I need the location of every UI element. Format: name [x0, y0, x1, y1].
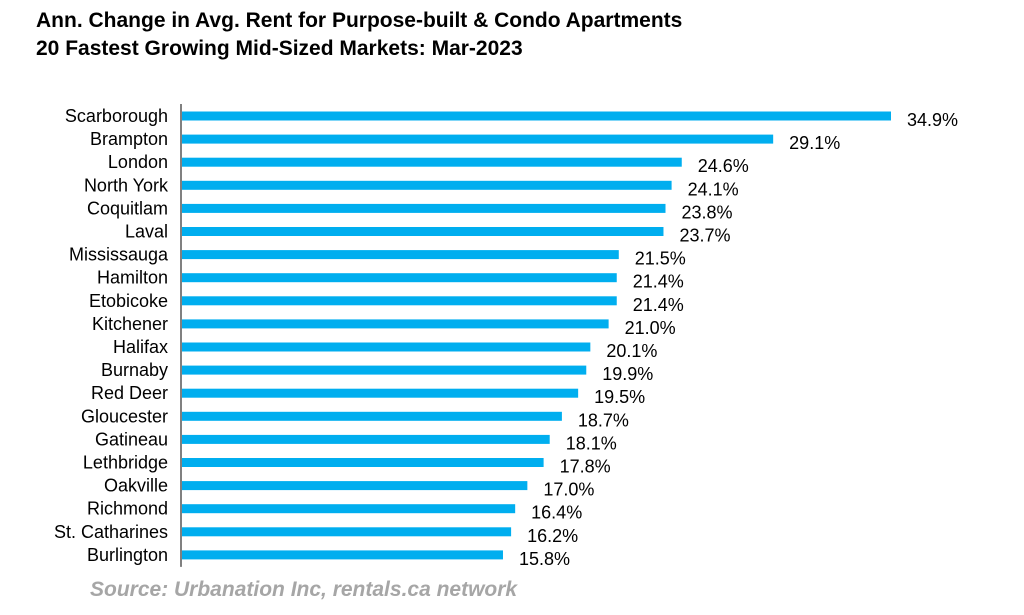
category-label: Lethbridge: [83, 453, 168, 473]
bar: [182, 203, 666, 213]
bar: [182, 342, 591, 352]
category-label: Hamilton: [97, 268, 168, 288]
data-label: 23.8%: [682, 202, 733, 222]
bar: [182, 250, 619, 260]
data-label: 21.0%: [625, 318, 676, 338]
bar: [182, 227, 664, 236]
bar: [182, 296, 617, 306]
bar: [182, 180, 672, 190]
bar: [182, 134, 774, 144]
category-label: North York: [84, 175, 169, 195]
data-label: 23.7%: [679, 226, 730, 246]
data-label: 34.9%: [907, 110, 958, 130]
bar: [182, 481, 528, 491]
bar: [182, 319, 609, 329]
category-label: Burnaby: [101, 360, 168, 380]
data-label: 19.9%: [602, 364, 653, 384]
category-label: Brampton: [90, 129, 168, 149]
category-label: Richmond: [87, 499, 168, 519]
category-label: London: [108, 152, 168, 172]
data-label: 20.1%: [606, 341, 657, 361]
chart-title: Ann. Change in Avg. Rent for Purpose-bui…: [36, 9, 683, 32]
category-label: Laval: [125, 222, 168, 242]
bar: [182, 458, 544, 467]
data-label: 21.4%: [633, 272, 684, 292]
data-label: 18.7%: [578, 410, 629, 430]
category-label: St. Catharines: [54, 522, 168, 542]
bar: [182, 388, 579, 398]
bar: [182, 111, 891, 121]
category-label: Burlington: [87, 545, 168, 565]
bar: [182, 527, 512, 537]
data-label: 24.1%: [688, 179, 739, 199]
data-label: 24.6%: [698, 156, 749, 176]
bar: [182, 157, 682, 167]
category-label: Scarborough: [65, 106, 168, 126]
data-label: 21.4%: [633, 295, 684, 315]
bar: [182, 434, 550, 444]
category-label: Mississauga: [69, 245, 169, 265]
data-label: 18.1%: [566, 433, 617, 453]
category-label: Gatineau: [95, 429, 168, 449]
bar: [182, 411, 562, 421]
category-label: Halifax: [113, 337, 168, 357]
category-label: Gloucester: [81, 406, 168, 426]
data-label: 19.5%: [594, 387, 645, 407]
source-note: Source: Urbanation Inc, rentals.ca netwo…: [90, 578, 518, 601]
data-label: 15.8%: [519, 549, 570, 569]
bar: [182, 273, 617, 283]
category-label: Kitchener: [92, 314, 168, 334]
data-label: 16.4%: [531, 503, 582, 523]
bar: [182, 504, 516, 514]
data-label: 17.8%: [560, 457, 611, 477]
data-label: 29.1%: [789, 133, 840, 153]
bar: [182, 550, 503, 560]
data-label: 16.2%: [527, 526, 578, 546]
category-label: Coquitlam: [87, 198, 168, 218]
category-label: Red Deer: [91, 383, 168, 403]
chart-subtitle: 20 Fastest Growing Mid-Sized Markets: Ma…: [36, 37, 523, 60]
data-label: 17.0%: [543, 480, 594, 500]
bar: [182, 365, 587, 375]
data-label: 21.5%: [635, 249, 686, 269]
category-label: Oakville: [104, 476, 168, 496]
category-label: Etobicoke: [89, 291, 168, 311]
